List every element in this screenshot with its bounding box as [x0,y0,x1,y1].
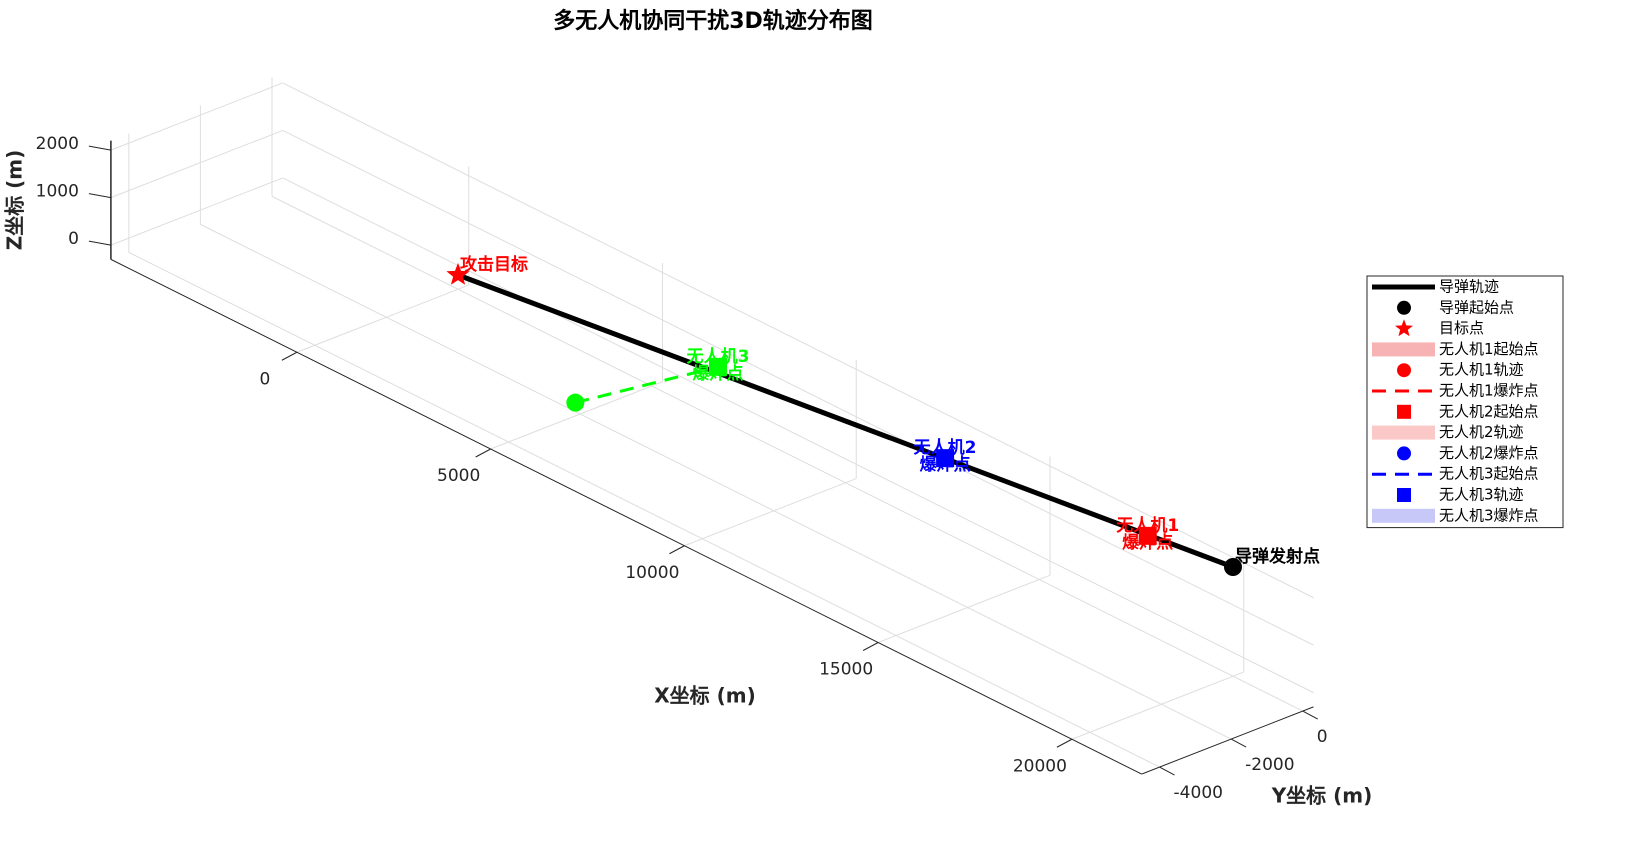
x-tick [862,642,879,651]
legend-box [1366,275,1564,529]
legend: 导弹轨迹导弹起始点目标点无人机1起始点无人机1轨迹无人机1爆炸点无人机2起始点无… [1366,275,1564,529]
grid-line [271,195,1303,712]
x-axis-label: X坐标 (m) [654,684,756,708]
legend-label: 无人机2爆炸点 [1439,444,1539,462]
legend-label: 无人机2起始点 [1439,402,1539,420]
chart-title: 多无人机协同干扰3D轨迹分布图 [553,8,873,34]
x-tick [669,545,685,555]
legend-label: 无人机3爆炸点 [1439,506,1539,524]
legend-symbol [1397,488,1411,502]
y-tick-label: -2000 [1245,755,1294,775]
x-tick-label: 0 [259,369,270,389]
z-tick [88,193,111,199]
grid-line [128,251,1160,768]
legend-symbol [1397,404,1411,419]
y-tick [1302,710,1318,720]
y-tick [1230,738,1247,748]
legend-symbol [1397,300,1411,315]
grid-line [200,223,1232,740]
z-axis-label: Z坐标 (m) [3,150,27,251]
legend-label: 无人机3轨迹 [1439,486,1524,504]
y-tick [1159,766,1175,776]
grid-line [282,177,1314,694]
point-label: 爆炸点 [1122,532,1173,553]
y-axis-label: Y坐标 (m) [1271,784,1373,808]
x-tick-label: 10000 [625,563,679,583]
point-label: 无人机2 [913,437,977,458]
legend-symbol [1395,319,1413,337]
grid-line [684,478,857,547]
point-label: 攻击目标 [460,254,528,275]
z-tick-label: 1000 [36,182,79,202]
grid-line [1071,671,1244,740]
legend-symbol [1372,342,1435,357]
legend-label: 导弹起始点 [1439,298,1514,316]
x-axis-line [110,258,1142,775]
point-label: 导弹发射点 [1235,546,1320,567]
legend-symbol [1397,446,1411,461]
y-axis-line [1141,706,1314,775]
grid-line [296,284,469,353]
trajectory [574,365,719,405]
grid-line [110,129,283,199]
legend-symbol [1397,363,1411,378]
legend-symbol [1372,425,1435,440]
grid-line [490,381,663,450]
point-label: 爆炸点 [693,363,744,384]
x-tick [281,351,298,361]
point-label: 无人机3 [686,346,750,367]
point-marker [709,357,728,376]
legend-label: 无人机1轨迹 [1439,361,1524,379]
grid-line [110,177,283,246]
z-tick [88,145,111,151]
point-marker [1138,526,1157,545]
z-tick-label: 2000 [36,134,79,154]
x-tick-label: 15000 [819,660,873,680]
legend-label: 导弹轨迹 [1439,278,1499,296]
legend-label: 目标点 [1439,319,1484,337]
point-marker [566,393,585,412]
point-marker [1224,558,1242,576]
grid-line [110,82,283,151]
legend-label: 无人机1起始点 [1439,340,1539,358]
x-tick-label: 20000 [1013,756,1067,776]
z-tick-label: 0 [68,229,79,249]
point-label: 无人机1 [1115,515,1179,536]
x-tick [1056,738,1073,748]
legend-symbol [1372,508,1435,523]
grid-line [282,129,1314,646]
y-tick-label: -4000 [1174,783,1223,803]
point-marker [936,449,955,468]
x-tick [475,448,491,458]
grid-line [877,574,1051,643]
point-marker [446,262,470,285]
point-label: 爆炸点 [920,454,971,475]
x-tick-label: 5000 [437,466,480,486]
grid-line [282,82,1314,599]
legend-label: 无人机3起始点 [1439,465,1539,483]
y-tick-label: 0 [1317,727,1328,747]
legend-label: 无人机1爆炸点 [1439,382,1539,400]
z-tick [88,240,111,246]
trajectory [457,272,1234,570]
legend-label: 无人机2轨迹 [1439,423,1524,441]
